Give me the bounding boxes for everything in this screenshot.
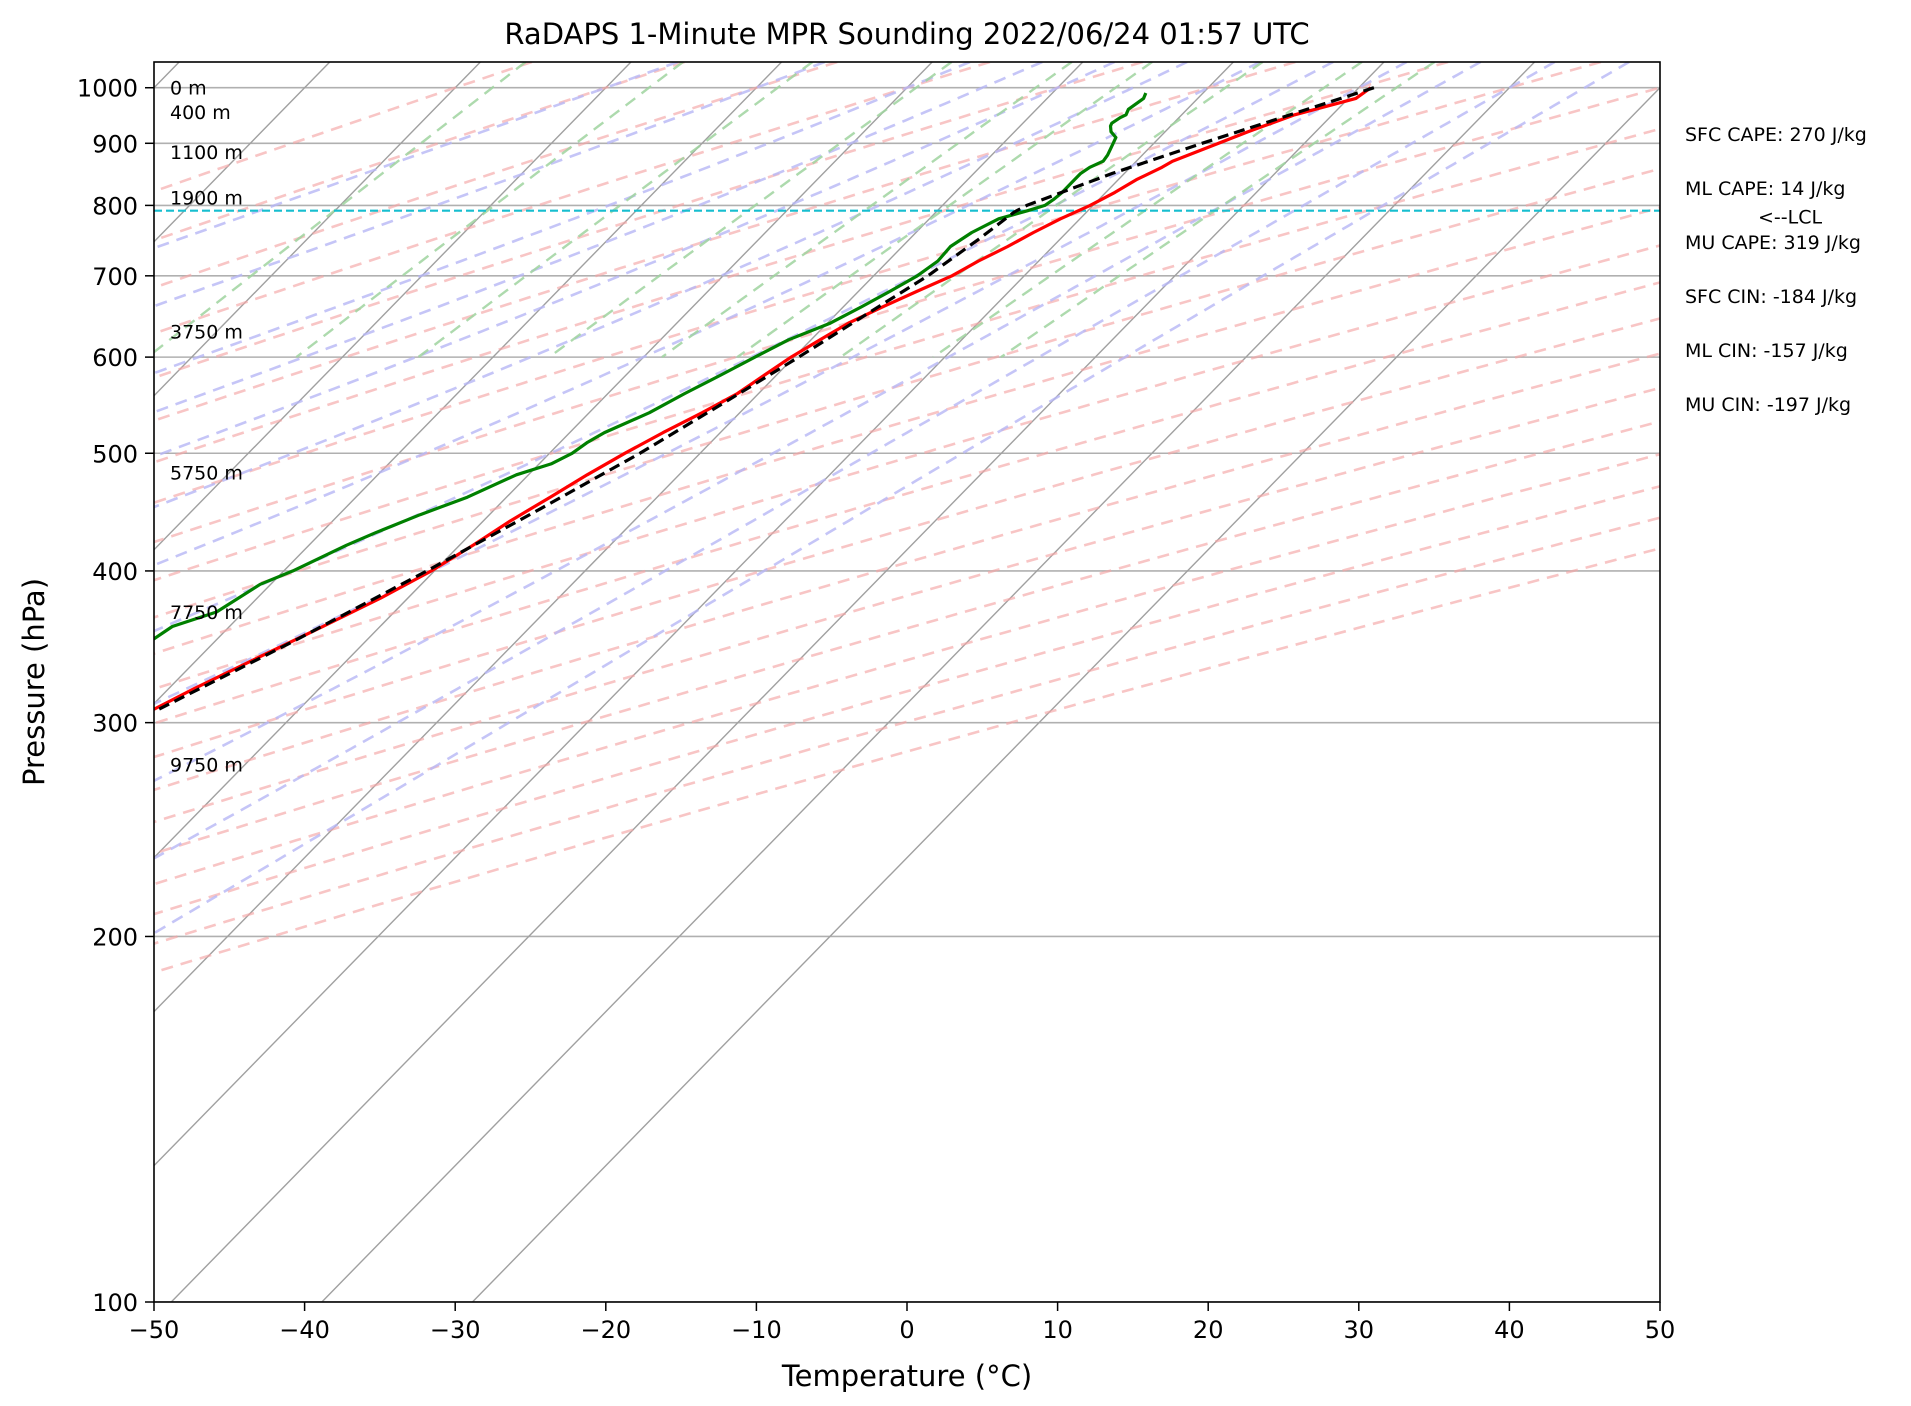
y-tick-label: 800 xyxy=(92,192,138,220)
moist-adiabat-line xyxy=(154,62,1334,633)
dry-adiabat-line xyxy=(154,62,1602,505)
background-lines xyxy=(154,62,1660,974)
dry-adiabat-line xyxy=(154,62,991,335)
moist-adiabat-line xyxy=(154,62,1482,783)
y-tick-label: 700 xyxy=(92,263,138,291)
isotherm-40 xyxy=(321,62,1536,1302)
moist-adiabat-line xyxy=(154,62,1043,414)
height-label: 0 m xyxy=(170,78,207,100)
y-tick-label: 300 xyxy=(92,710,138,738)
dry-adiabat-line xyxy=(154,127,1660,582)
moist-adiabat-line xyxy=(154,62,1188,509)
x-tick-label: −40 xyxy=(279,1316,330,1344)
x-tick-label: 40 xyxy=(1494,1316,1525,1344)
dry-adiabat-line xyxy=(154,86,1660,544)
dry-adiabat-line xyxy=(154,167,1660,619)
isotherm-10 xyxy=(154,62,1084,1013)
dry-adiabat-line xyxy=(154,62,1296,423)
dry-adiabat-line xyxy=(154,420,1660,855)
mu-cin: MU CIN: -197 J/kg xyxy=(1685,394,1852,416)
grid-lines xyxy=(154,62,1660,1302)
isotherm-50 xyxy=(471,86,1660,1302)
y-tick-label: 100 xyxy=(92,1289,138,1317)
y-tick-label: 400 xyxy=(92,558,138,586)
x-tick-label: 0 xyxy=(899,1316,914,1344)
dry-adiabat-line xyxy=(154,206,1660,655)
dry-adiabat-line xyxy=(154,62,1449,464)
x-tick-label: −20 xyxy=(580,1316,631,1344)
mixing-ratio-line xyxy=(839,62,1264,359)
x-tick-label: 10 xyxy=(1042,1316,1073,1344)
isotherm-30 xyxy=(170,62,1385,1302)
moist-adiabat-line xyxy=(154,62,826,308)
moist-adiabat-line xyxy=(154,62,971,375)
mixing-ratio-line xyxy=(295,62,684,359)
dry-adiabat-line xyxy=(154,62,685,242)
stability-indices: SFC CAPE: 270 J/kg ML CAPE: 14 J/kg MU C… xyxy=(1685,108,1867,432)
plot-frame xyxy=(153,61,1661,1303)
x-axis-label: Temperature (°C) xyxy=(781,1359,1032,1393)
dry-adiabat-line xyxy=(154,244,1660,691)
sounding-traces xyxy=(154,86,1660,714)
mixing-ratio-line xyxy=(548,62,953,359)
ml-cape: ML CAPE: 14 J/kg xyxy=(1685,178,1846,200)
mixing-ratio-line xyxy=(932,62,1363,359)
moist-adiabat-line xyxy=(154,62,1630,935)
mixing-ratio-line xyxy=(1000,62,1436,359)
y-tick-label: 600 xyxy=(92,344,138,372)
y-axis-label: Pressure (hPa) xyxy=(17,578,51,786)
height-label: 9750 m xyxy=(170,755,243,777)
lcl-label: <--LCL xyxy=(1758,207,1822,229)
sfc-cin: SFC CIN: -184 J/kg xyxy=(1685,286,1858,308)
mu-cape: MU CAPE: 319 J/kg xyxy=(1685,232,1861,254)
x-tick-label: 50 xyxy=(1645,1316,1676,1344)
isotherm--20 xyxy=(154,62,632,551)
ml-cin: ML CIN: -157 J/kg xyxy=(1685,340,1848,362)
dry-adiabat-line xyxy=(154,484,1660,916)
moist-adiabat-line xyxy=(154,62,1116,458)
height-label: 400 m xyxy=(170,102,231,124)
chart-title: RaDAPS 1-Minute MPR Sounding 2022/06/24 … xyxy=(504,17,1309,51)
y-tick-label: 500 xyxy=(92,440,138,468)
height-label: 1900 m xyxy=(170,188,243,210)
height-label: 7750 m xyxy=(170,602,243,624)
mixing-ratio-line xyxy=(736,62,1153,359)
height-label: 3750 m xyxy=(170,321,243,343)
moist-adiabat-line xyxy=(154,62,1261,567)
height-label: 1100 m xyxy=(170,142,243,164)
dry-adiabat-line xyxy=(154,62,533,193)
x-tick-label: −30 xyxy=(430,1316,481,1344)
dewpoint-trace xyxy=(154,92,1148,641)
x-tick-label: −10 xyxy=(731,1316,782,1344)
dry-adiabat-line xyxy=(154,62,838,290)
y-tick-label: 900 xyxy=(92,130,138,158)
x-tick-label: −50 xyxy=(129,1316,180,1344)
isotherm-0 xyxy=(154,62,933,859)
x-tick-label: 30 xyxy=(1344,1316,1375,1344)
mixing-ratio-line xyxy=(661,62,1073,359)
isotherm--30 xyxy=(154,62,481,397)
y-tick-label: 200 xyxy=(92,923,138,951)
parcel-trace xyxy=(154,86,1375,714)
dry-adiabat-line xyxy=(154,516,1660,945)
moist-adiabat-line xyxy=(154,62,1408,706)
y-tick-label: 1000 xyxy=(77,75,138,103)
sfc-cape: SFC CAPE: 270 J/kg xyxy=(1685,124,1867,146)
height-label: 5750 m xyxy=(170,463,243,485)
x-tick-label: 20 xyxy=(1193,1316,1224,1344)
dry-adiabat-line xyxy=(154,452,1660,886)
mixing-ratio-line xyxy=(417,62,814,359)
isotherm--10 xyxy=(154,62,783,705)
mixing-ratio-line xyxy=(154,62,527,354)
